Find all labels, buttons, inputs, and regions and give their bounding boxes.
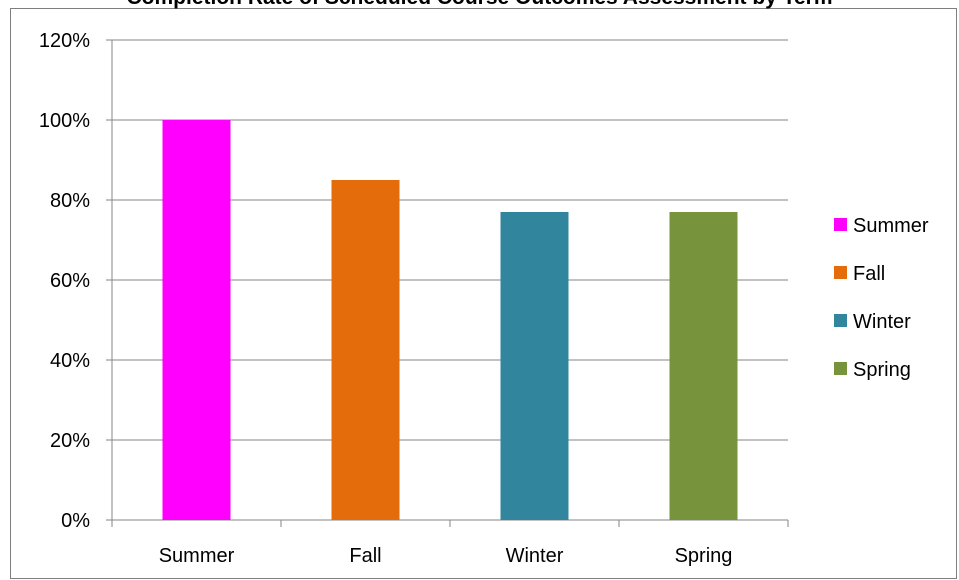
legend-swatch-fall bbox=[834, 266, 847, 279]
legend-swatch-summer bbox=[834, 218, 847, 231]
axis-labels: 0% 20% 40% 60% 80% 100% 120% Summer Fall Winter Sp… bbox=[39, 30, 733, 567]
bar-winter bbox=[500, 212, 569, 520]
bar-fall bbox=[331, 180, 400, 520]
x-tick-label: Fall bbox=[349, 545, 381, 567]
legend-label-winter: Winter bbox=[853, 311, 911, 333]
y-tick-label: 100% bbox=[39, 110, 90, 132]
x-tick-label: Spring bbox=[675, 545, 733, 567]
bars bbox=[162, 120, 738, 520]
y-tick-label: 40% bbox=[50, 350, 90, 372]
legend-label-summer: Summer bbox=[853, 215, 929, 237]
bar-summer bbox=[162, 120, 231, 520]
y-tick-label: 0% bbox=[61, 510, 90, 532]
y-tick-label: 120% bbox=[39, 30, 90, 52]
legend-label-fall: Fall bbox=[853, 263, 885, 285]
x-tick-label: Summer bbox=[159, 545, 235, 567]
legend-label-spring: Spring bbox=[853, 359, 911, 381]
bar-spring bbox=[669, 212, 738, 520]
y-tick-label: 60% bbox=[50, 270, 90, 292]
y-tick-label: 20% bbox=[50, 430, 90, 452]
legend: Summer Fall Winter Spring bbox=[834, 215, 929, 381]
chart-title: Completion Rate of Scheduled Course Outc… bbox=[0, 0, 959, 10]
x-tick-label: Winter bbox=[506, 545, 564, 567]
legend-swatch-winter bbox=[834, 314, 847, 327]
legend-swatch-spring bbox=[834, 362, 847, 375]
y-tick-label: 80% bbox=[50, 190, 90, 212]
